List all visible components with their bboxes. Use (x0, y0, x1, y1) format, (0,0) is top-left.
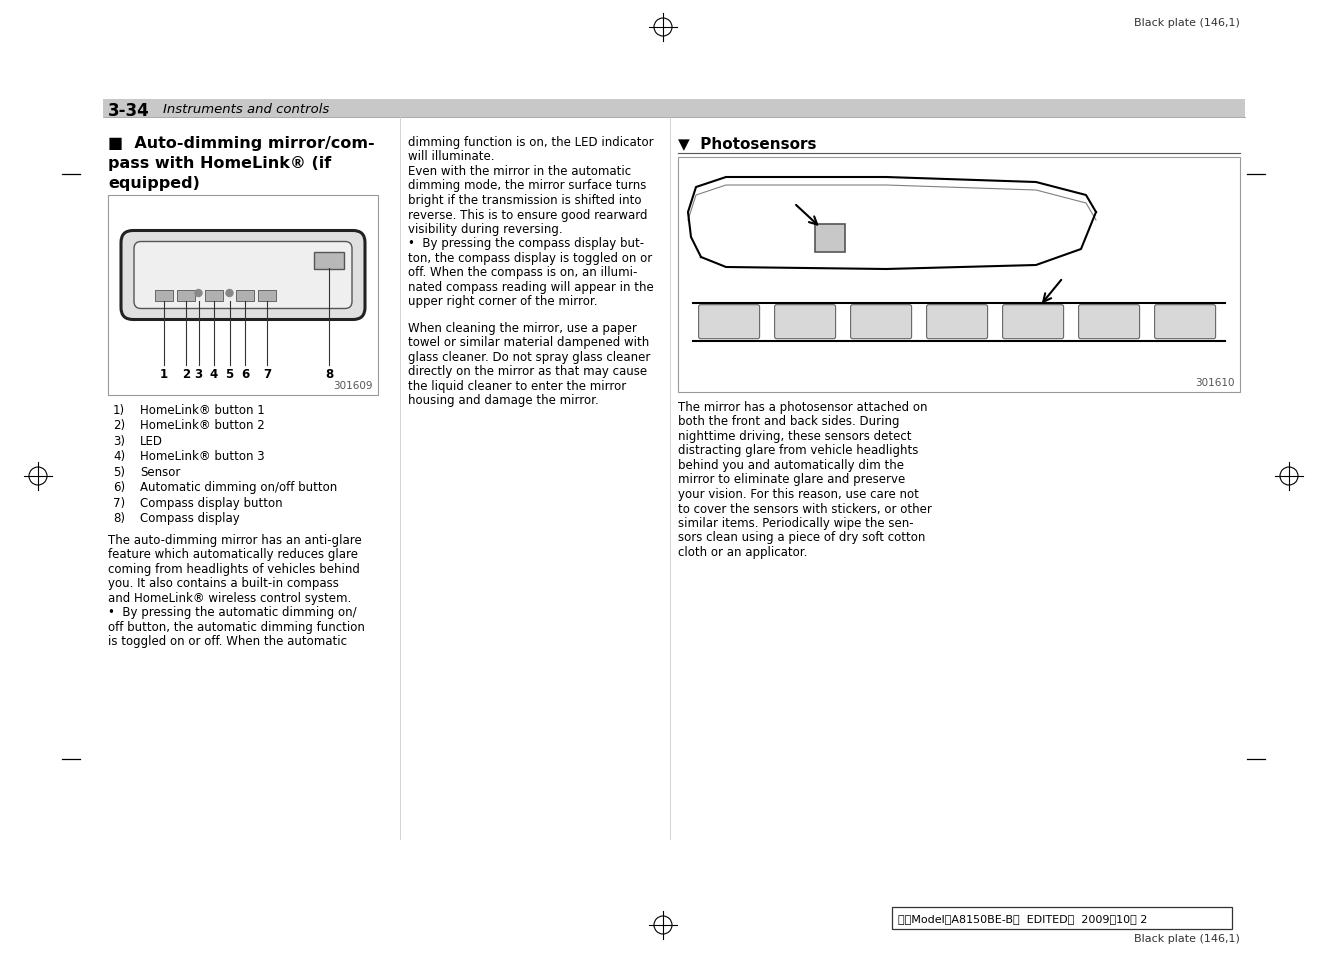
FancyBboxPatch shape (892, 907, 1231, 929)
Text: reverse. This is to ensure good rearward: reverse. This is to ensure good rearward (407, 209, 648, 221)
FancyBboxPatch shape (204, 291, 223, 301)
FancyBboxPatch shape (1154, 305, 1216, 339)
Text: 8: 8 (325, 368, 333, 380)
Text: glass cleaner. Do not spray glass cleaner: glass cleaner. Do not spray glass cleane… (407, 351, 650, 364)
Text: will illuminate.: will illuminate. (407, 151, 495, 163)
Text: 5: 5 (226, 368, 234, 380)
Text: behind you and automatically dim the: behind you and automatically dim the (678, 458, 904, 472)
Text: nighttime driving, these sensors detect: nighttime driving, these sensors detect (678, 430, 912, 442)
FancyBboxPatch shape (236, 291, 253, 301)
Text: equipped): equipped) (107, 175, 200, 191)
Text: Black plate (146,1): Black plate (146,1) (1135, 18, 1239, 28)
Text: feature which automatically reduces glare: feature which automatically reduces glar… (107, 548, 358, 561)
Text: 6): 6) (113, 481, 125, 494)
Text: Black plate (146,1): Black plate (146,1) (1135, 933, 1239, 943)
Text: •  By pressing the compass display but-: • By pressing the compass display but- (407, 237, 644, 251)
Text: 301610: 301610 (1196, 377, 1235, 388)
Text: similar items. Periodically wipe the sen-: similar items. Periodically wipe the sen… (678, 517, 913, 530)
FancyBboxPatch shape (926, 305, 987, 339)
Text: HomeLink® button 3: HomeLink® button 3 (141, 450, 264, 463)
FancyBboxPatch shape (1003, 305, 1064, 339)
Text: your vision. For this reason, use care not: your vision. For this reason, use care n… (678, 488, 918, 500)
Text: ton, the compass display is toggled on or: ton, the compass display is toggled on o… (407, 252, 653, 265)
Text: 北米Model＂A8150BE-B＂  EDITED：  2009／10／ 2: 北米Model＂A8150BE-B＂ EDITED： 2009／10／ 2 (898, 913, 1148, 923)
Text: upper right corner of the mirror.: upper right corner of the mirror. (407, 295, 597, 308)
FancyBboxPatch shape (155, 291, 173, 301)
Text: is toggled on or off. When the automatic: is toggled on or off. When the automatic (107, 635, 346, 648)
FancyBboxPatch shape (698, 305, 759, 339)
Text: 6: 6 (242, 368, 249, 380)
Text: 7: 7 (263, 368, 271, 380)
FancyBboxPatch shape (314, 253, 344, 269)
Text: cloth or an applicator.: cloth or an applicator. (678, 545, 807, 558)
Text: 5): 5) (113, 465, 125, 478)
Circle shape (195, 291, 202, 297)
Text: visibility during reversing.: visibility during reversing. (407, 223, 563, 235)
Text: 1: 1 (161, 368, 169, 380)
Text: Even with the mirror in the automatic: Even with the mirror in the automatic (407, 165, 632, 178)
Text: 3-34: 3-34 (107, 102, 150, 120)
Text: off. When the compass is on, an illumi-: off. When the compass is on, an illumi- (407, 266, 637, 279)
Text: distracting glare from vehicle headlights: distracting glare from vehicle headlight… (678, 444, 918, 457)
Text: 301609: 301609 (333, 380, 373, 391)
Text: HomeLink® button 2: HomeLink® button 2 (141, 419, 265, 432)
Text: housing and damage the mirror.: housing and damage the mirror. (407, 395, 598, 407)
Text: HomeLink® button 1: HomeLink® button 1 (141, 403, 265, 416)
FancyBboxPatch shape (121, 232, 365, 320)
Text: 8): 8) (113, 512, 125, 525)
Text: nated compass reading will appear in the: nated compass reading will appear in the (407, 281, 654, 294)
Text: Sensor: Sensor (141, 465, 180, 478)
Text: The mirror has a photosensor attached on: The mirror has a photosensor attached on (678, 400, 928, 414)
Text: both the front and back sides. During: both the front and back sides. During (678, 416, 900, 428)
Text: 4): 4) (113, 450, 125, 463)
Text: 3): 3) (113, 435, 125, 448)
Text: and HomeLink® wireless control system.: and HomeLink® wireless control system. (107, 592, 352, 604)
FancyBboxPatch shape (104, 100, 1245, 118)
Circle shape (226, 291, 234, 297)
Text: the liquid cleaner to enter the mirror: the liquid cleaner to enter the mirror (407, 379, 626, 393)
FancyBboxPatch shape (257, 291, 276, 301)
Text: dimming function is on, the LED indicator: dimming function is on, the LED indicato… (407, 136, 654, 149)
Text: Instruments and controls: Instruments and controls (163, 103, 329, 116)
Text: •  By pressing the automatic dimming on/: • By pressing the automatic dimming on/ (107, 606, 357, 618)
FancyBboxPatch shape (815, 225, 845, 253)
Text: ▼  Photosensors: ▼ Photosensors (678, 136, 816, 151)
Text: 3: 3 (195, 368, 203, 380)
Text: directly on the mirror as that may cause: directly on the mirror as that may cause (407, 365, 648, 378)
FancyBboxPatch shape (775, 305, 836, 339)
Text: dimming mode, the mirror surface turns: dimming mode, the mirror surface turns (407, 179, 646, 193)
Text: Compass display: Compass display (141, 512, 240, 525)
Text: The auto-dimming mirror has an anti-glare: The auto-dimming mirror has an anti-glar… (107, 534, 362, 546)
Text: towel or similar material dampened with: towel or similar material dampened with (407, 336, 649, 349)
FancyBboxPatch shape (851, 305, 912, 339)
Text: ■  Auto-dimming mirror/com-: ■ Auto-dimming mirror/com- (107, 136, 374, 151)
Text: Compass display button: Compass display button (141, 497, 283, 510)
Text: mirror to eliminate glare and preserve: mirror to eliminate glare and preserve (678, 473, 905, 486)
FancyBboxPatch shape (678, 158, 1239, 393)
FancyBboxPatch shape (1079, 305, 1140, 339)
Text: 1): 1) (113, 403, 125, 416)
Text: sors clean using a piece of dry soft cotton: sors clean using a piece of dry soft cot… (678, 531, 925, 544)
FancyBboxPatch shape (107, 195, 378, 395)
Text: When cleaning the mirror, use a paper: When cleaning the mirror, use a paper (407, 322, 637, 335)
Text: coming from headlights of vehicles behind: coming from headlights of vehicles behin… (107, 562, 360, 576)
Text: pass with HomeLink® (if: pass with HomeLink® (if (107, 156, 332, 171)
FancyBboxPatch shape (176, 291, 195, 301)
Text: off button, the automatic dimming function: off button, the automatic dimming functi… (107, 620, 365, 634)
Text: to cover the sensors with stickers, or other: to cover the sensors with stickers, or o… (678, 502, 932, 515)
Text: Automatic dimming on/off button: Automatic dimming on/off button (141, 481, 337, 494)
Text: bright if the transmission is shifted into: bright if the transmission is shifted in… (407, 193, 641, 207)
Text: 7): 7) (113, 497, 125, 510)
Text: LED: LED (141, 435, 163, 448)
FancyBboxPatch shape (134, 242, 352, 309)
Text: 4: 4 (210, 368, 218, 380)
Text: 2): 2) (113, 419, 125, 432)
Text: 2: 2 (182, 368, 190, 380)
Text: you. It also contains a built-in compass: you. It also contains a built-in compass (107, 577, 338, 590)
